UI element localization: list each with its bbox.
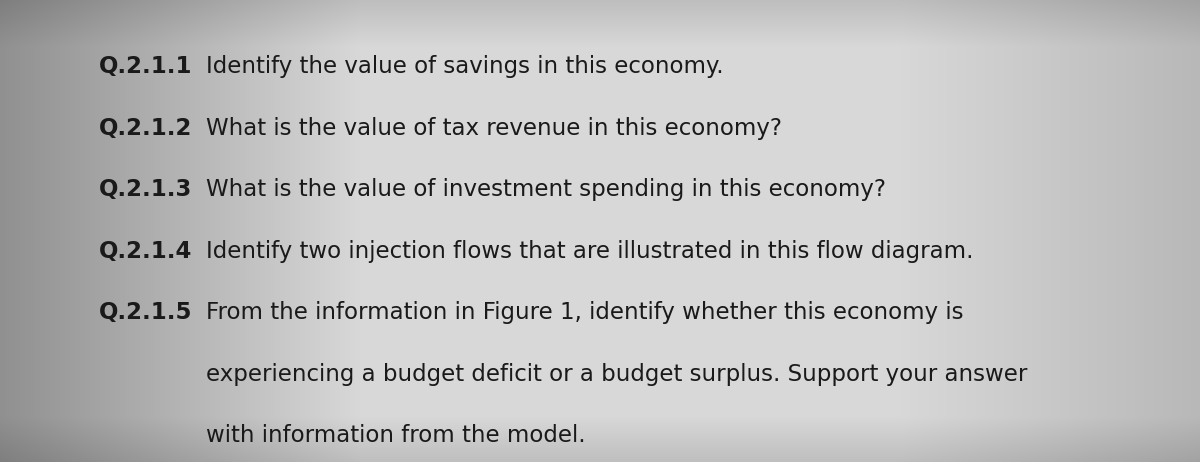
Text: What is the value of tax revenue in this economy?: What is the value of tax revenue in this… xyxy=(206,117,782,140)
Text: What is the value of investment spending in this economy?: What is the value of investment spending… xyxy=(206,178,887,201)
Text: Q.2.1.2: Q.2.1.2 xyxy=(98,117,192,140)
Text: From the information in Figure 1, identify whether this economy is: From the information in Figure 1, identi… xyxy=(206,301,964,324)
Text: Q.2.1.5: Q.2.1.5 xyxy=(98,301,192,324)
Text: experiencing a budget deficit or a budget surplus. Support your answer: experiencing a budget deficit or a budge… xyxy=(206,363,1027,386)
Text: Q.2.1.1: Q.2.1.1 xyxy=(98,55,192,79)
Text: Q.2.1.3: Q.2.1.3 xyxy=(98,178,192,201)
Text: Q.2.1.4: Q.2.1.4 xyxy=(98,240,192,263)
Text: with information from the model.: with information from the model. xyxy=(206,424,586,447)
Text: Identify two injection flows that are illustrated in this flow diagram.: Identify two injection flows that are il… xyxy=(206,240,974,263)
Text: Identify the value of savings in this economy.: Identify the value of savings in this ec… xyxy=(206,55,724,79)
